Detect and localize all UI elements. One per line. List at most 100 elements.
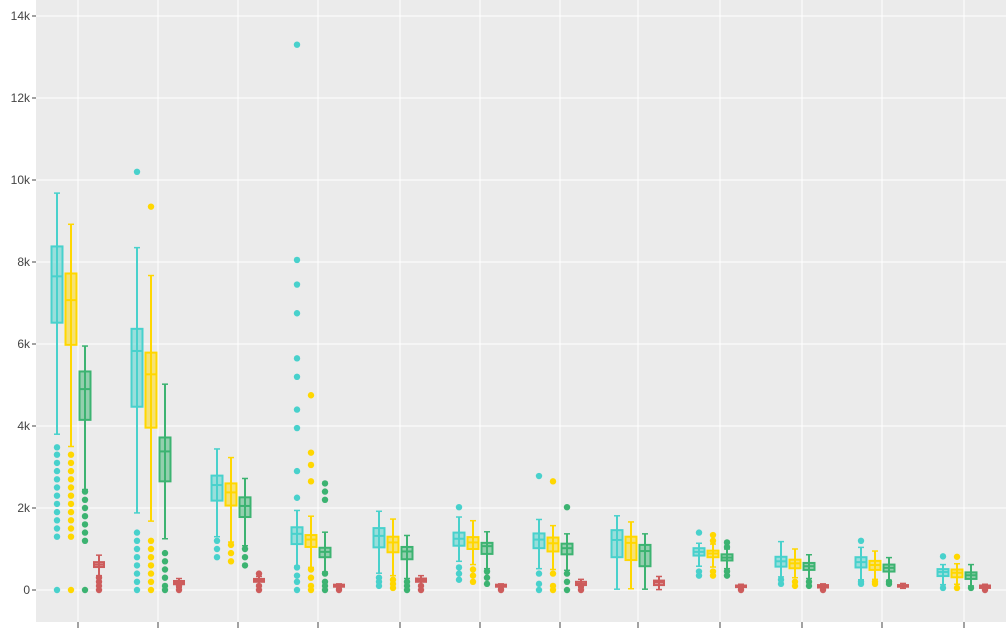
outlier-point[interactable]: [857, 580, 865, 588]
outlier-point[interactable]: [81, 529, 89, 536]
outlier-point[interactable]: [939, 553, 947, 560]
outlier-point[interactable]: [147, 554, 155, 561]
outlier-point[interactable]: [455, 503, 463, 511]
box-iqr[interactable]: [130, 327, 144, 408]
outlier-point[interactable]: [857, 537, 865, 544]
outlier-point[interactable]: [321, 480, 329, 487]
outlier-point[interactable]: [549, 478, 557, 485]
outlier-point[interactable]: [53, 484, 61, 491]
outlier-point[interactable]: [161, 574, 169, 581]
outlier-point[interactable]: [483, 568, 491, 575]
outlier-point[interactable]: [953, 584, 961, 592]
outlier-point[interactable]: [709, 531, 717, 539]
outlier-point[interactable]: [161, 566, 169, 573]
outlier-point[interactable]: [293, 572, 301, 579]
outlier-point[interactable]: [535, 472, 543, 480]
box-iqr[interactable]: [624, 535, 638, 562]
outlier-point[interactable]: [293, 564, 301, 571]
outlier-point[interactable]: [709, 572, 717, 579]
outlier-point[interactable]: [53, 500, 61, 508]
outlier-point[interactable]: [53, 586, 61, 594]
outlier-point[interactable]: [175, 586, 183, 594]
outlier-point[interactable]: [293, 355, 301, 362]
outlier-point[interactable]: [213, 545, 221, 553]
box-iqr[interactable]: [638, 543, 652, 568]
outlier-point[interactable]: [227, 558, 235, 565]
outlier-point[interactable]: [981, 586, 989, 594]
outlier-point[interactable]: [147, 203, 155, 210]
outlier-point[interactable]: [293, 578, 301, 585]
outlier-point[interactable]: [307, 392, 315, 399]
outlier-point[interactable]: [321, 586, 329, 594]
box-iqr[interactable]: [50, 245, 64, 324]
outlier-point[interactable]: [549, 586, 557, 594]
box-iqr[interactable]: [532, 532, 546, 550]
outlier-point[interactable]: [213, 554, 221, 561]
outlier-point[interactable]: [563, 503, 571, 511]
outlier-point[interactable]: [549, 570, 557, 577]
outlier-point[interactable]: [535, 586, 543, 594]
outlier-point[interactable]: [885, 580, 893, 588]
outlier-point[interactable]: [133, 554, 141, 561]
outlier-point[interactable]: [147, 570, 155, 577]
outlier-point[interactable]: [213, 537, 221, 544]
outlier-point[interactable]: [241, 545, 249, 553]
outlier-point[interactable]: [939, 584, 947, 592]
outlier-point[interactable]: [53, 492, 61, 499]
outlier-point[interactable]: [53, 451, 61, 458]
outlier-point[interactable]: [53, 533, 61, 540]
outlier-point[interactable]: [469, 578, 477, 585]
outlier-point[interactable]: [535, 570, 543, 577]
outlier-point[interactable]: [455, 564, 463, 571]
outlier-point[interactable]: [133, 537, 141, 544]
outlier-point[interactable]: [67, 517, 75, 524]
box-iqr[interactable]: [386, 535, 400, 554]
box-iqr[interactable]: [304, 534, 318, 548]
outlier-point[interactable]: [335, 586, 343, 594]
outlier-point[interactable]: [81, 521, 89, 528]
outlier-point[interactable]: [67, 451, 75, 458]
outlier-point[interactable]: [469, 566, 477, 573]
outlier-point[interactable]: [723, 543, 731, 551]
outlier-point[interactable]: [483, 574, 491, 581]
outlier-point[interactable]: [307, 566, 315, 573]
outlier-point[interactable]: [293, 310, 301, 317]
outlier-point[interactable]: [67, 484, 75, 491]
outlier-point[interactable]: [819, 586, 827, 594]
outlier-point[interactable]: [147, 586, 155, 594]
outlier-point[interactable]: [805, 582, 813, 590]
box-iqr[interactable]: [238, 496, 252, 519]
outlier-point[interactable]: [133, 586, 141, 594]
outlier-point[interactable]: [147, 537, 155, 544]
box-iqr[interactable]: [546, 536, 560, 553]
outlier-point[interactable]: [53, 525, 61, 532]
outlier-point[interactable]: [417, 586, 425, 594]
box-iqr[interactable]: [290, 526, 304, 546]
outlier-point[interactable]: [307, 586, 315, 594]
outlier-point[interactable]: [293, 494, 301, 501]
outlier-point[interactable]: [563, 570, 571, 577]
outlier-point[interactable]: [81, 504, 89, 512]
outlier-point[interactable]: [53, 508, 61, 516]
outlier-point[interactable]: [241, 554, 249, 561]
outlier-point[interactable]: [695, 572, 703, 579]
outlier-point[interactable]: [133, 570, 141, 577]
outlier-point[interactable]: [241, 562, 249, 569]
outlier-point[interactable]: [293, 406, 301, 413]
outlier-point[interactable]: [723, 572, 731, 579]
outlier-point[interactable]: [67, 508, 75, 516]
outlier-point[interactable]: [723, 539, 731, 546]
outlier-point[interactable]: [953, 553, 961, 560]
outlier-point[interactable]: [67, 500, 75, 508]
outlier-point[interactable]: [67, 476, 75, 483]
outlier-point[interactable]: [293, 467, 301, 475]
outlier-point[interactable]: [81, 586, 89, 594]
outlier-point[interactable]: [53, 517, 61, 524]
box-iqr[interactable]: [480, 541, 494, 555]
outlier-point[interactable]: [53, 444, 61, 451]
outlier-point[interactable]: [321, 488, 329, 495]
outlier-point[interactable]: [147, 545, 155, 553]
outlier-point[interactable]: [81, 537, 89, 544]
outlier-point[interactable]: [709, 537, 717, 544]
outlier-point[interactable]: [53, 459, 61, 467]
